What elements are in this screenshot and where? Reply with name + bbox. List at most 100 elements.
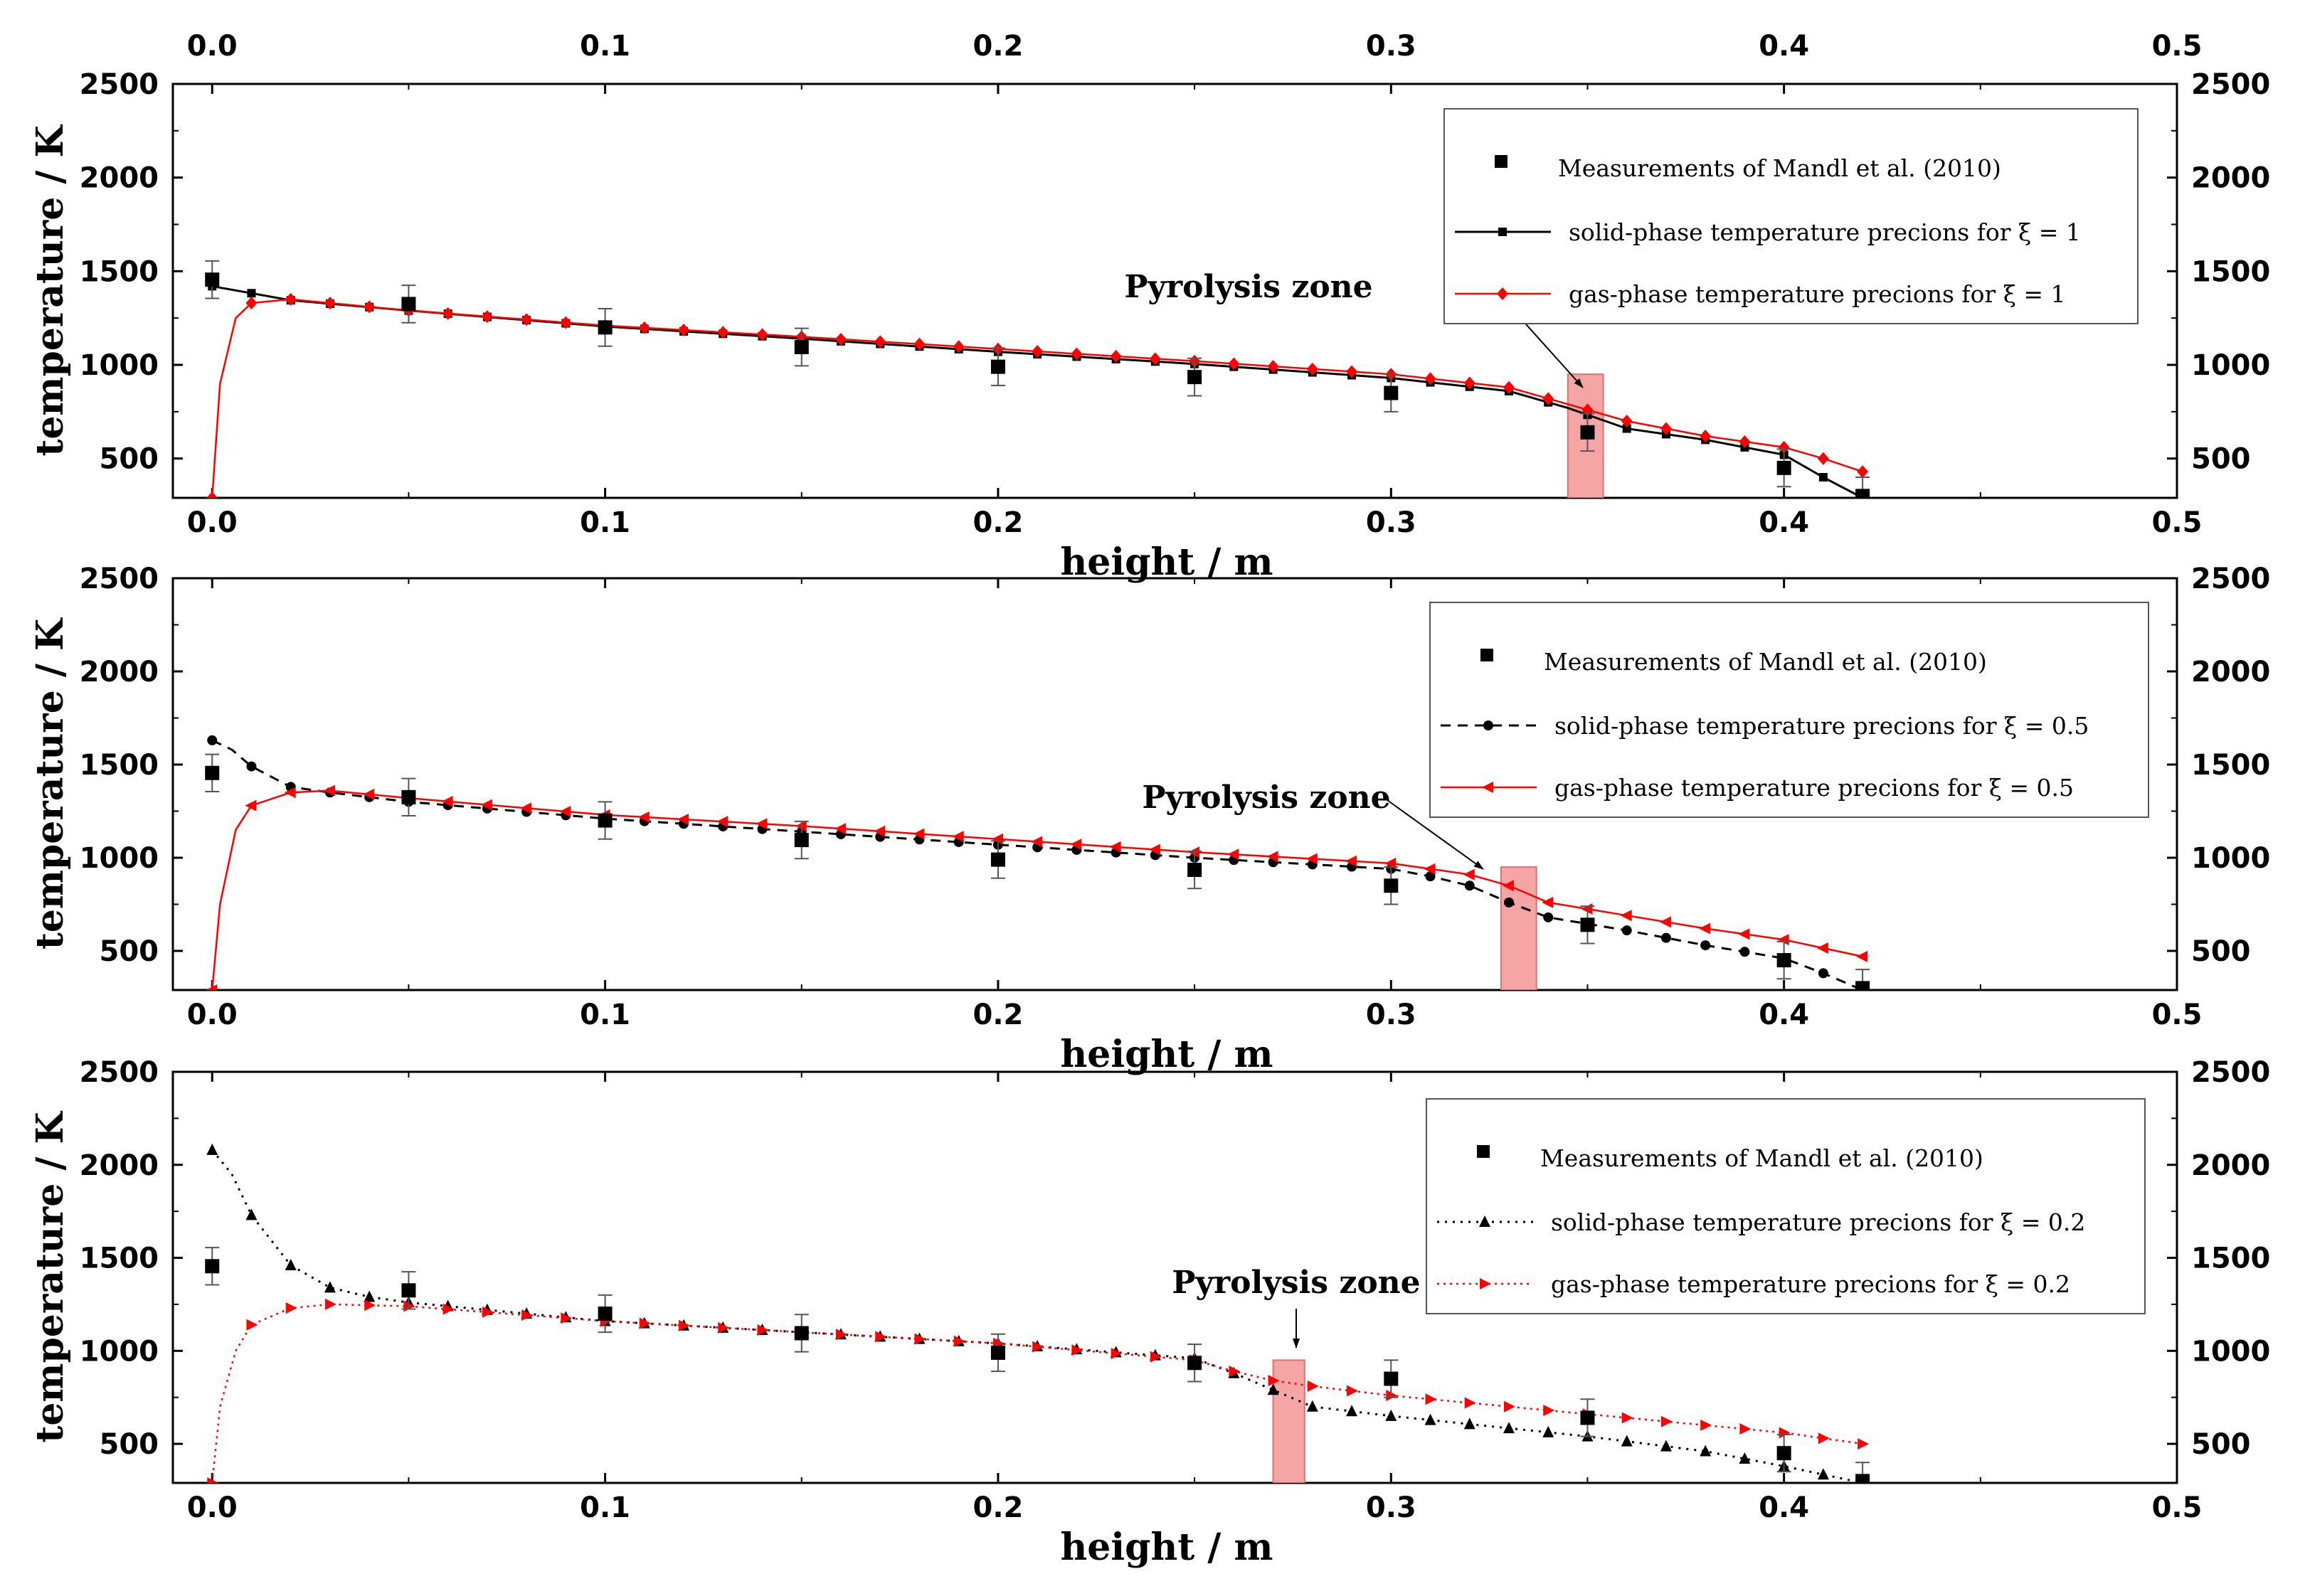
gas-phase-point xyxy=(206,491,218,498)
gas-phase-point xyxy=(1071,1344,1083,1356)
gas-phase-point xyxy=(874,825,886,837)
gas-phase-point xyxy=(441,795,453,807)
gas-phase-point xyxy=(1307,1380,1319,1392)
solid-phase-point xyxy=(1425,871,1436,882)
gas-phase-point xyxy=(1660,422,1672,435)
gas-phase-point xyxy=(914,1333,926,1345)
measurement-point xyxy=(990,359,1005,374)
top-axis-tick-label: 0.5 xyxy=(2152,30,2203,63)
legend-measurement-symbol xyxy=(1477,1145,1490,1158)
gas-phase-point xyxy=(756,328,768,341)
solid-phase-point xyxy=(1739,947,1750,957)
gas-phase-point xyxy=(442,307,454,320)
gas-phase-point xyxy=(1150,1351,1162,1363)
solid-phase-point xyxy=(247,289,256,298)
gas-phase-point xyxy=(1857,465,1869,479)
gas-phase-point xyxy=(443,1303,455,1315)
y-tick-label: 2500 xyxy=(80,563,159,595)
gas-phase-point xyxy=(835,332,847,346)
measurement-point xyxy=(1187,863,1202,878)
solid-phase-point xyxy=(207,735,218,745)
x-tick-label: 0.3 xyxy=(1366,1491,1416,1524)
legend-measurement-symbol xyxy=(1495,155,1507,168)
x-tick-label: 0.0 xyxy=(187,506,238,539)
solid-phase-point xyxy=(245,1208,258,1220)
gas-phase-point xyxy=(1463,376,1475,390)
legend-gas-symbol xyxy=(1480,1278,1491,1289)
gas-phase-point xyxy=(1347,1385,1359,1397)
gas-phase-point xyxy=(207,1477,219,1483)
gas-phase-point xyxy=(677,814,689,826)
legend-solid-label: solid-phase temperature precions for ξ =… xyxy=(1569,218,2081,246)
gas-phase-point xyxy=(1543,1405,1555,1416)
gas-phase-point xyxy=(639,1317,651,1329)
gas-phase-point xyxy=(1228,357,1240,371)
y-tick-label-right: 1000 xyxy=(2191,1335,2270,1368)
gas-phase-point xyxy=(1266,851,1278,863)
gas-phase-point xyxy=(1503,880,1514,892)
gas-phase-line xyxy=(211,789,1863,990)
x-tick-label: 0.3 xyxy=(1366,506,1416,539)
gas-phase-point xyxy=(1463,868,1475,881)
plot-area xyxy=(205,260,1870,498)
measurement-point xyxy=(401,789,416,804)
solid-phase-point xyxy=(246,761,257,772)
y-tick-label: 1000 xyxy=(80,842,159,875)
chart-panel-2: 0.0 0.1 0.2 0.3 0.4 0.5 500 500 1000 1000 1500 1500… xyxy=(28,563,2270,1076)
gas-phase-point xyxy=(679,1319,691,1331)
solid-phase-point xyxy=(1542,1425,1554,1437)
plot-area xyxy=(205,1143,1870,1483)
gas-phase-point xyxy=(246,1319,258,1331)
y-tick-label-right: 2500 xyxy=(2191,1056,2270,1089)
gas-phase-point xyxy=(521,1309,534,1321)
y-tick-label: 500 xyxy=(100,1428,159,1461)
y-tick-label: 2000 xyxy=(80,1149,159,1182)
y-tick-label-right: 1500 xyxy=(2191,749,2270,782)
top-axis-tick-label: 0.2 xyxy=(973,30,1024,63)
pyrolysis-zone-label: Pyrolysis zone xyxy=(1124,269,1372,305)
solid-phase-point xyxy=(1660,1440,1672,1452)
gas-phase-point xyxy=(363,788,375,800)
gas-phase-point xyxy=(1817,452,1829,465)
plot-frame xyxy=(171,577,2178,991)
legend-solid-label: solid-phase temperature precions for ξ =… xyxy=(1554,712,2089,740)
x-tick-label: 0.1 xyxy=(580,999,630,1031)
solid-phase-point xyxy=(1504,897,1514,908)
gas-phase-point xyxy=(1700,1419,1712,1431)
x-tick-label: 0.2 xyxy=(973,506,1024,539)
gas-phase-point xyxy=(953,1335,965,1347)
solid-phase-line xyxy=(211,1149,1863,1483)
gas-phase-point xyxy=(913,828,925,840)
legend-solid-symbol xyxy=(1479,1215,1490,1227)
gas-phase-point xyxy=(482,1306,494,1318)
gas-phase-point xyxy=(1778,440,1790,454)
y-tick-label-right: 2500 xyxy=(2191,68,2270,101)
gas-phase-point xyxy=(1856,950,1868,962)
gas-phase-point xyxy=(756,818,768,830)
legend-box xyxy=(1426,1098,2146,1314)
measurement-point xyxy=(1776,953,1791,968)
measurement-point xyxy=(990,852,1005,867)
measurement-point xyxy=(1384,1371,1399,1386)
gas-phase-point xyxy=(521,313,533,326)
legend-solid-symbol xyxy=(1483,720,1493,730)
gas-phase-point xyxy=(991,833,1003,845)
gas-phase-line xyxy=(211,1303,1863,1483)
gas-phase-point xyxy=(913,337,926,351)
pyrolysis-arrow xyxy=(1387,799,1484,870)
gas-phase-point xyxy=(1346,365,1358,378)
solid-phase-point xyxy=(1621,1435,1633,1447)
solid-phase-point xyxy=(1700,1445,1712,1457)
pyrolysis-zone-label: Pyrolysis zone xyxy=(1142,780,1390,816)
solid-phase-point xyxy=(1817,1468,1829,1480)
measurement-point xyxy=(794,340,809,355)
gas-phase-point xyxy=(364,300,376,314)
x-tick-label: 0.2 xyxy=(973,1491,1024,1524)
y-tick-label: 1000 xyxy=(80,1335,159,1368)
y-tick-label-right: 2000 xyxy=(2191,162,2270,195)
gas-phase-point xyxy=(1267,360,1279,373)
y-tick-label: 1500 xyxy=(80,1243,159,1275)
x-tick-label: 0.0 xyxy=(187,1491,238,1524)
measurement-point xyxy=(1384,878,1399,893)
measurement-point xyxy=(205,272,220,287)
